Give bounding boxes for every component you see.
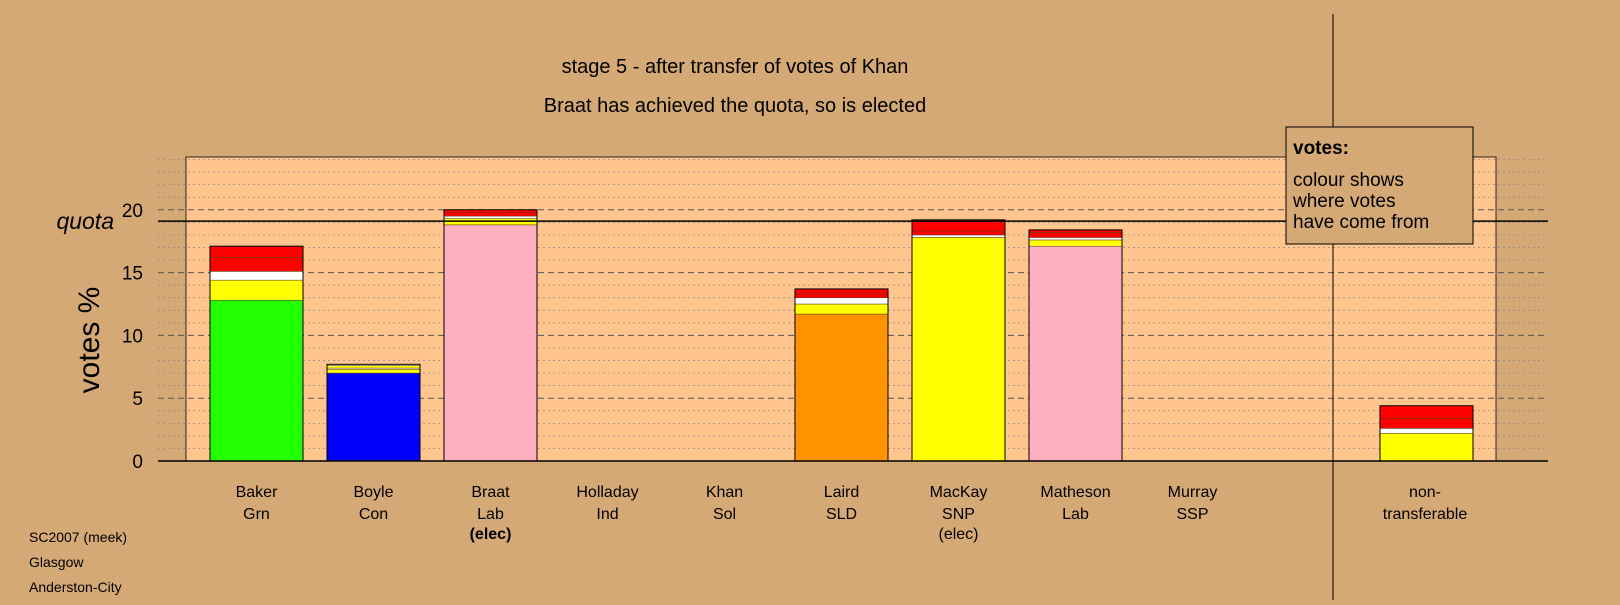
quota-label: quota: [56, 208, 114, 234]
candidate-party-label: SLD: [826, 506, 857, 523]
bar-segment: [794, 297, 889, 305]
bars-group: [209, 209, 1474, 462]
bar-segment: [794, 313, 889, 462]
candidate-party-label: Ind: [596, 506, 618, 523]
y-tick-label: 0: [132, 452, 143, 473]
y-tick-label: 15: [122, 264, 143, 285]
footer-election: SC2007 (meek): [29, 529, 127, 545]
candidate-name-label: MacKay: [930, 484, 988, 501]
y-tick-label: 10: [122, 326, 143, 347]
candidate-name-label: Khan: [706, 484, 743, 501]
candidate-name-label: Holladay: [576, 484, 638, 501]
bar-segment: [794, 288, 889, 295]
bar-segment: [209, 257, 304, 272]
candidate-party-label: Sol: [713, 506, 736, 523]
candidate-party-label: Con: [359, 506, 388, 523]
candidate-name-label: Matheson: [1040, 484, 1110, 501]
y-tick-labels: 0 5 10 15 20: [122, 201, 143, 473]
bar-segment: [794, 303, 889, 315]
bar-segment: [911, 237, 1006, 462]
bar-segment: [209, 271, 304, 281]
bar-segment: [443, 224, 538, 462]
y-axis-label: votes %: [73, 287, 106, 394]
candidate-name-label: Laird: [824, 484, 860, 501]
bar-segment: [1028, 239, 1123, 247]
elected-label: (elec): [470, 526, 512, 543]
legend-heading: votes:: [1293, 138, 1349, 159]
nontransferable-label-line2: transferable: [1383, 506, 1468, 523]
bar-segment: [209, 245, 304, 258]
candidate-party-label: SSP: [1176, 506, 1208, 523]
chart-subtitle: Braat has achieved the quota, so is elec…: [544, 95, 926, 117]
footer-ward: Anderston-City: [29, 579, 122, 595]
bar-segment: [209, 279, 304, 301]
elected-label: (elec): [938, 526, 978, 543]
candidate-party-label: Lab: [477, 506, 504, 523]
bar-segment: [1379, 428, 1474, 434]
legend-box: [1285, 126, 1474, 245]
bar-segment: [1379, 405, 1474, 419]
legend-line: colour shows: [1293, 170, 1404, 191]
bar-segment: [1028, 232, 1123, 238]
legend-line: have come from: [1293, 212, 1429, 233]
footer-council: Glasgow: [29, 554, 84, 570]
y-tick-label: 20: [122, 201, 143, 222]
candidate-party-label: SNP: [942, 506, 975, 523]
bar-segment: [443, 215, 538, 219]
legend: votes: colour shows where votes have com…: [1285, 126, 1474, 245]
candidate-name-label: Baker: [236, 484, 278, 501]
bar-segment: [326, 369, 421, 374]
bar-segment: [911, 230, 1006, 236]
bar-segment: [1379, 418, 1474, 429]
candidate-party-label: Grn: [243, 506, 270, 523]
bar-segment: [1028, 237, 1123, 241]
chart-title: stage 5 - after transfer of votes of Kha…: [562, 56, 909, 78]
bar-segment: [1379, 433, 1474, 462]
bar-segment: [209, 299, 304, 462]
x-tick-labels: Baker Grn Boyle Con Braat Lab (elec) Holladay In…: [236, 484, 1218, 543]
candidate-name-label: Boyle: [353, 484, 393, 501]
bar-segment: [794, 293, 889, 298]
bar-segment: [326, 365, 421, 369]
bar-segment: [911, 234, 1006, 238]
nontransferable-label-line1: non-: [1409, 484, 1441, 501]
candidate-name-label: Murray: [1168, 484, 1218, 501]
bar-segment: [326, 372, 421, 462]
legend-line: where votes: [1292, 191, 1395, 212]
y-tick-label: 5: [132, 389, 143, 410]
bar-segment: [443, 212, 538, 217]
candidate-party-label: Lab: [1062, 506, 1089, 523]
bar-segment: [1028, 245, 1123, 462]
candidate-name-label: Braat: [471, 484, 510, 501]
